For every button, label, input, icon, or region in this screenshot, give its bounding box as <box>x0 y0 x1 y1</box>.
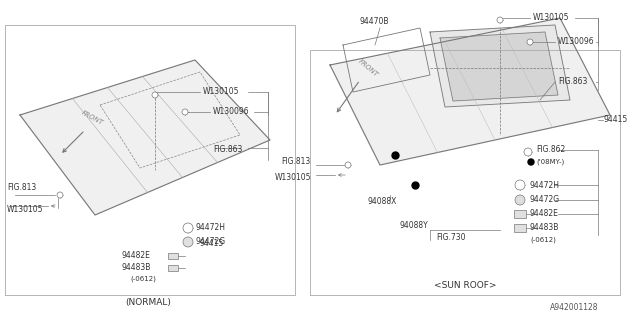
Polygon shape <box>20 60 270 215</box>
Circle shape <box>57 192 63 198</box>
Circle shape <box>497 17 503 23</box>
Circle shape <box>515 180 525 190</box>
Text: <SUN ROOF>: <SUN ROOF> <box>434 281 496 290</box>
Bar <box>168 265 178 271</box>
Text: (-0612): (-0612) <box>130 276 156 282</box>
Text: 94472G: 94472G <box>196 237 226 246</box>
Text: 94088X: 94088X <box>368 197 397 206</box>
Text: 94482E: 94482E <box>122 251 151 260</box>
Text: FIG.813: FIG.813 <box>282 157 311 166</box>
Polygon shape <box>330 18 610 165</box>
Circle shape <box>152 92 158 98</box>
Bar <box>514 224 526 232</box>
Text: 94472H: 94472H <box>529 180 559 189</box>
Circle shape <box>515 195 525 205</box>
Text: ('08MY-): ('08MY-) <box>536 159 564 165</box>
Text: FRONT: FRONT <box>80 110 104 126</box>
Text: 94483B: 94483B <box>122 263 152 273</box>
Text: FRONT: FRONT <box>357 58 379 78</box>
Text: FIG.863: FIG.863 <box>558 77 588 86</box>
Text: 94415: 94415 <box>603 116 627 124</box>
Polygon shape <box>440 32 558 101</box>
Text: W130096: W130096 <box>558 37 595 46</box>
Text: W130105: W130105 <box>533 13 570 22</box>
Circle shape <box>183 237 193 247</box>
Circle shape <box>182 109 188 115</box>
Text: 94472G: 94472G <box>529 196 559 204</box>
Polygon shape <box>430 25 570 107</box>
Text: W130105: W130105 <box>203 87 239 97</box>
Text: W130105: W130105 <box>7 205 44 214</box>
Text: FIG.730: FIG.730 <box>436 234 465 243</box>
Text: FIG.862: FIG.862 <box>536 146 565 155</box>
Text: (-0612): (-0612) <box>530 237 556 243</box>
Text: 94472H: 94472H <box>196 223 226 233</box>
Circle shape <box>528 159 534 165</box>
Circle shape <box>183 223 193 233</box>
Circle shape <box>527 39 533 45</box>
Text: 94482E: 94482E <box>530 210 559 219</box>
Text: FIG.813: FIG.813 <box>7 183 36 193</box>
Text: 94470B: 94470B <box>360 18 390 27</box>
Text: 94483B: 94483B <box>530 223 559 233</box>
Text: (NORMAL): (NORMAL) <box>125 298 171 307</box>
Circle shape <box>345 162 351 168</box>
Text: 94415: 94415 <box>200 238 224 247</box>
Text: A942001128: A942001128 <box>550 303 598 313</box>
Text: W130105: W130105 <box>275 173 311 182</box>
Circle shape <box>524 148 532 156</box>
Text: W130096: W130096 <box>213 108 250 116</box>
Bar <box>168 253 178 259</box>
Bar <box>514 210 526 218</box>
Text: FIG.863: FIG.863 <box>213 146 243 155</box>
Text: 94088Y: 94088Y <box>400 220 429 229</box>
